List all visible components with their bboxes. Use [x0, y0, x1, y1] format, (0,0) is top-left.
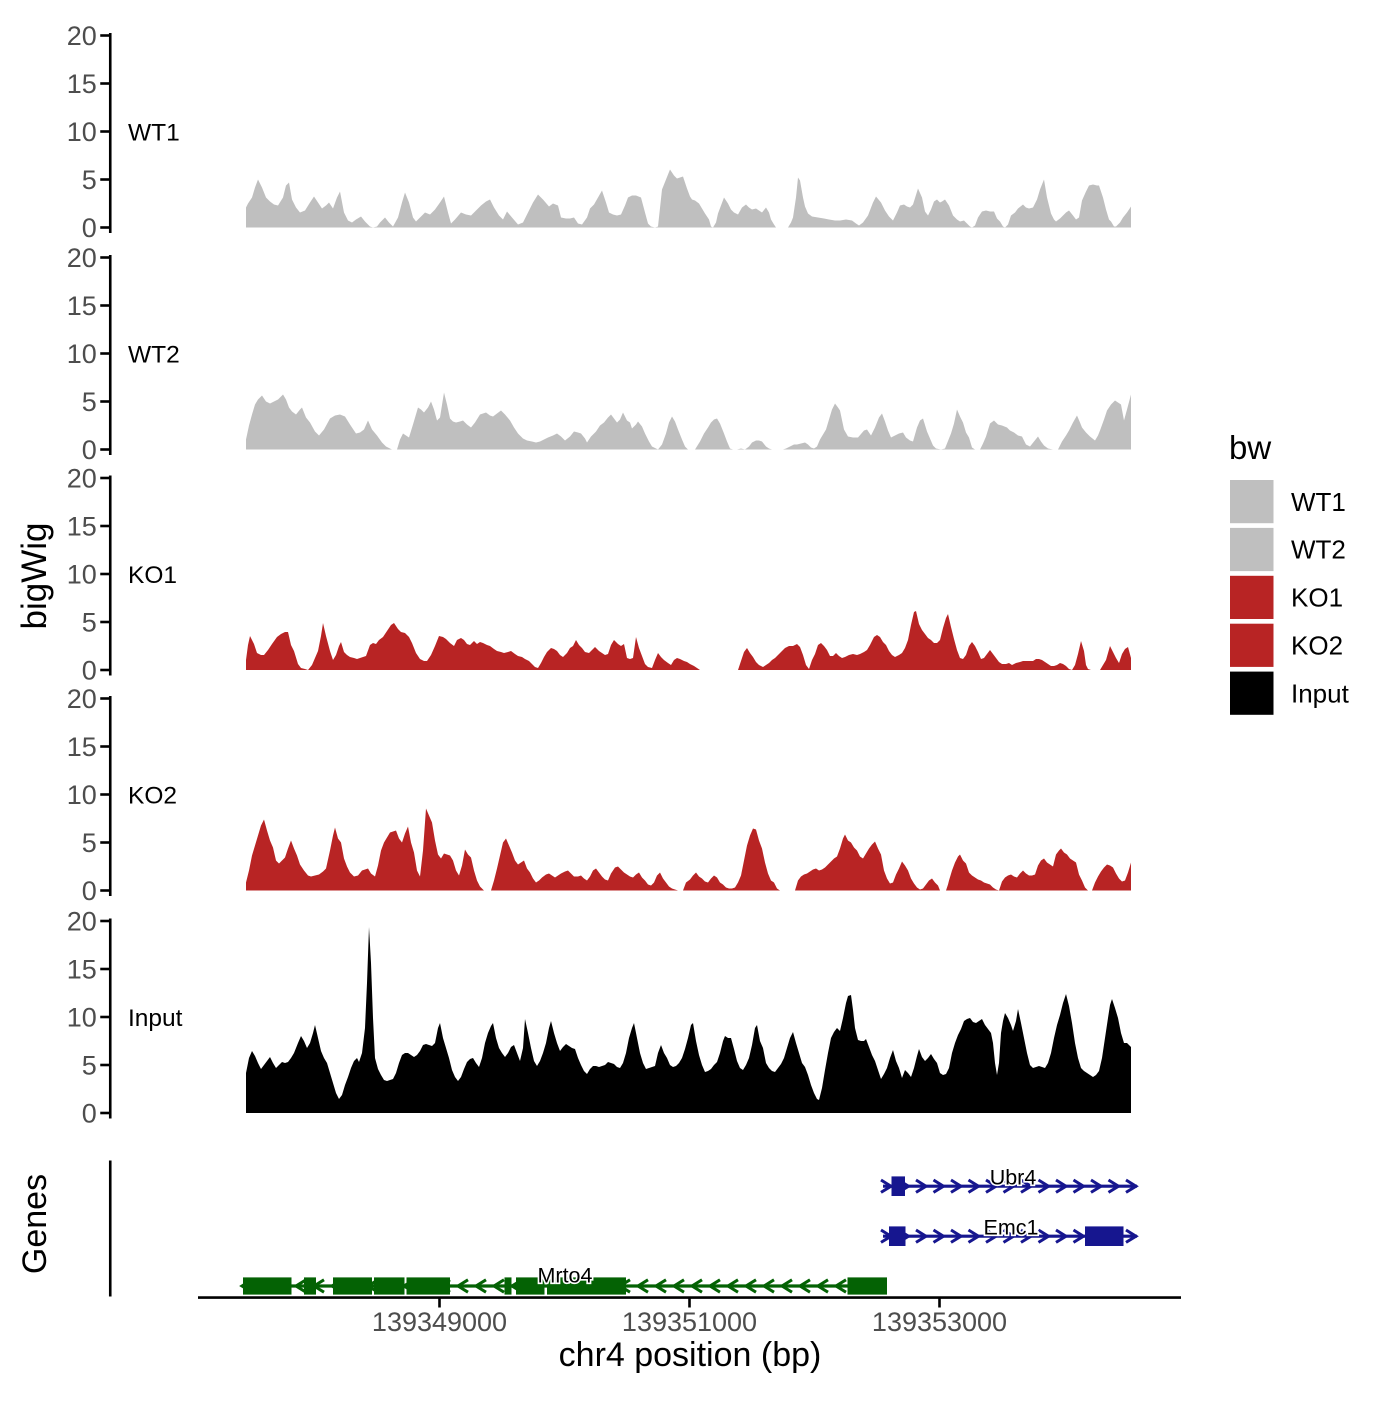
svg-text:5: 5 [82, 387, 97, 417]
svg-text:KO1: KO1 [128, 562, 177, 589]
svg-text:20: 20 [67, 684, 97, 714]
svg-text:139349000: 139349000 [372, 1307, 507, 1337]
svg-text:Input: Input [128, 1005, 183, 1032]
svg-text:10: 10 [67, 1003, 97, 1033]
svg-text:20: 20 [67, 907, 97, 937]
svg-text:chr4 position (bp): chr4 position (bp) [559, 1336, 822, 1374]
svg-text:139351000: 139351000 [622, 1307, 757, 1337]
svg-text:Mrto4: Mrto4 [538, 1264, 593, 1288]
svg-text:WT1: WT1 [128, 119, 180, 146]
svg-text:20: 20 [67, 21, 97, 51]
svg-text:20: 20 [67, 464, 97, 494]
svg-text:20: 20 [67, 243, 97, 273]
svg-text:WT2: WT2 [128, 341, 180, 368]
svg-text:15: 15 [67, 69, 97, 99]
svg-text:10: 10 [67, 117, 97, 147]
svg-text:KO2: KO2 [1291, 631, 1343, 661]
svg-text:Ubr4: Ubr4 [990, 1166, 1037, 1190]
svg-text:0: 0 [82, 1099, 97, 1129]
svg-text:Input: Input [1291, 678, 1350, 708]
svg-text:10: 10 [67, 780, 97, 810]
svg-text:KO1: KO1 [1291, 583, 1343, 613]
svg-text:5: 5 [82, 1051, 97, 1081]
svg-text:0: 0 [82, 876, 97, 906]
svg-text:Genes: Genes [16, 1174, 54, 1274]
svg-text:10: 10 [67, 560, 97, 590]
svg-text:139353000: 139353000 [872, 1307, 1007, 1337]
svg-text:5: 5 [82, 608, 97, 638]
svg-text:5: 5 [82, 165, 97, 195]
svg-text:Emc1: Emc1 [984, 1216, 1039, 1240]
svg-text:WT1: WT1 [1291, 487, 1346, 517]
svg-text:5: 5 [82, 828, 97, 858]
svg-text:KO2: KO2 [128, 782, 177, 809]
svg-text:0: 0 [82, 656, 97, 686]
svg-text:0: 0 [82, 213, 97, 243]
svg-text:15: 15 [67, 291, 97, 321]
svg-text:WT2: WT2 [1291, 535, 1346, 565]
svg-text:15: 15 [67, 512, 97, 542]
svg-text:10: 10 [67, 339, 97, 369]
svg-text:15: 15 [67, 955, 97, 985]
svg-text:bigWig: bigWig [15, 523, 54, 630]
svg-text:15: 15 [67, 732, 97, 762]
svg-text:0: 0 [82, 435, 97, 465]
svg-text:bw: bw [1229, 429, 1271, 466]
